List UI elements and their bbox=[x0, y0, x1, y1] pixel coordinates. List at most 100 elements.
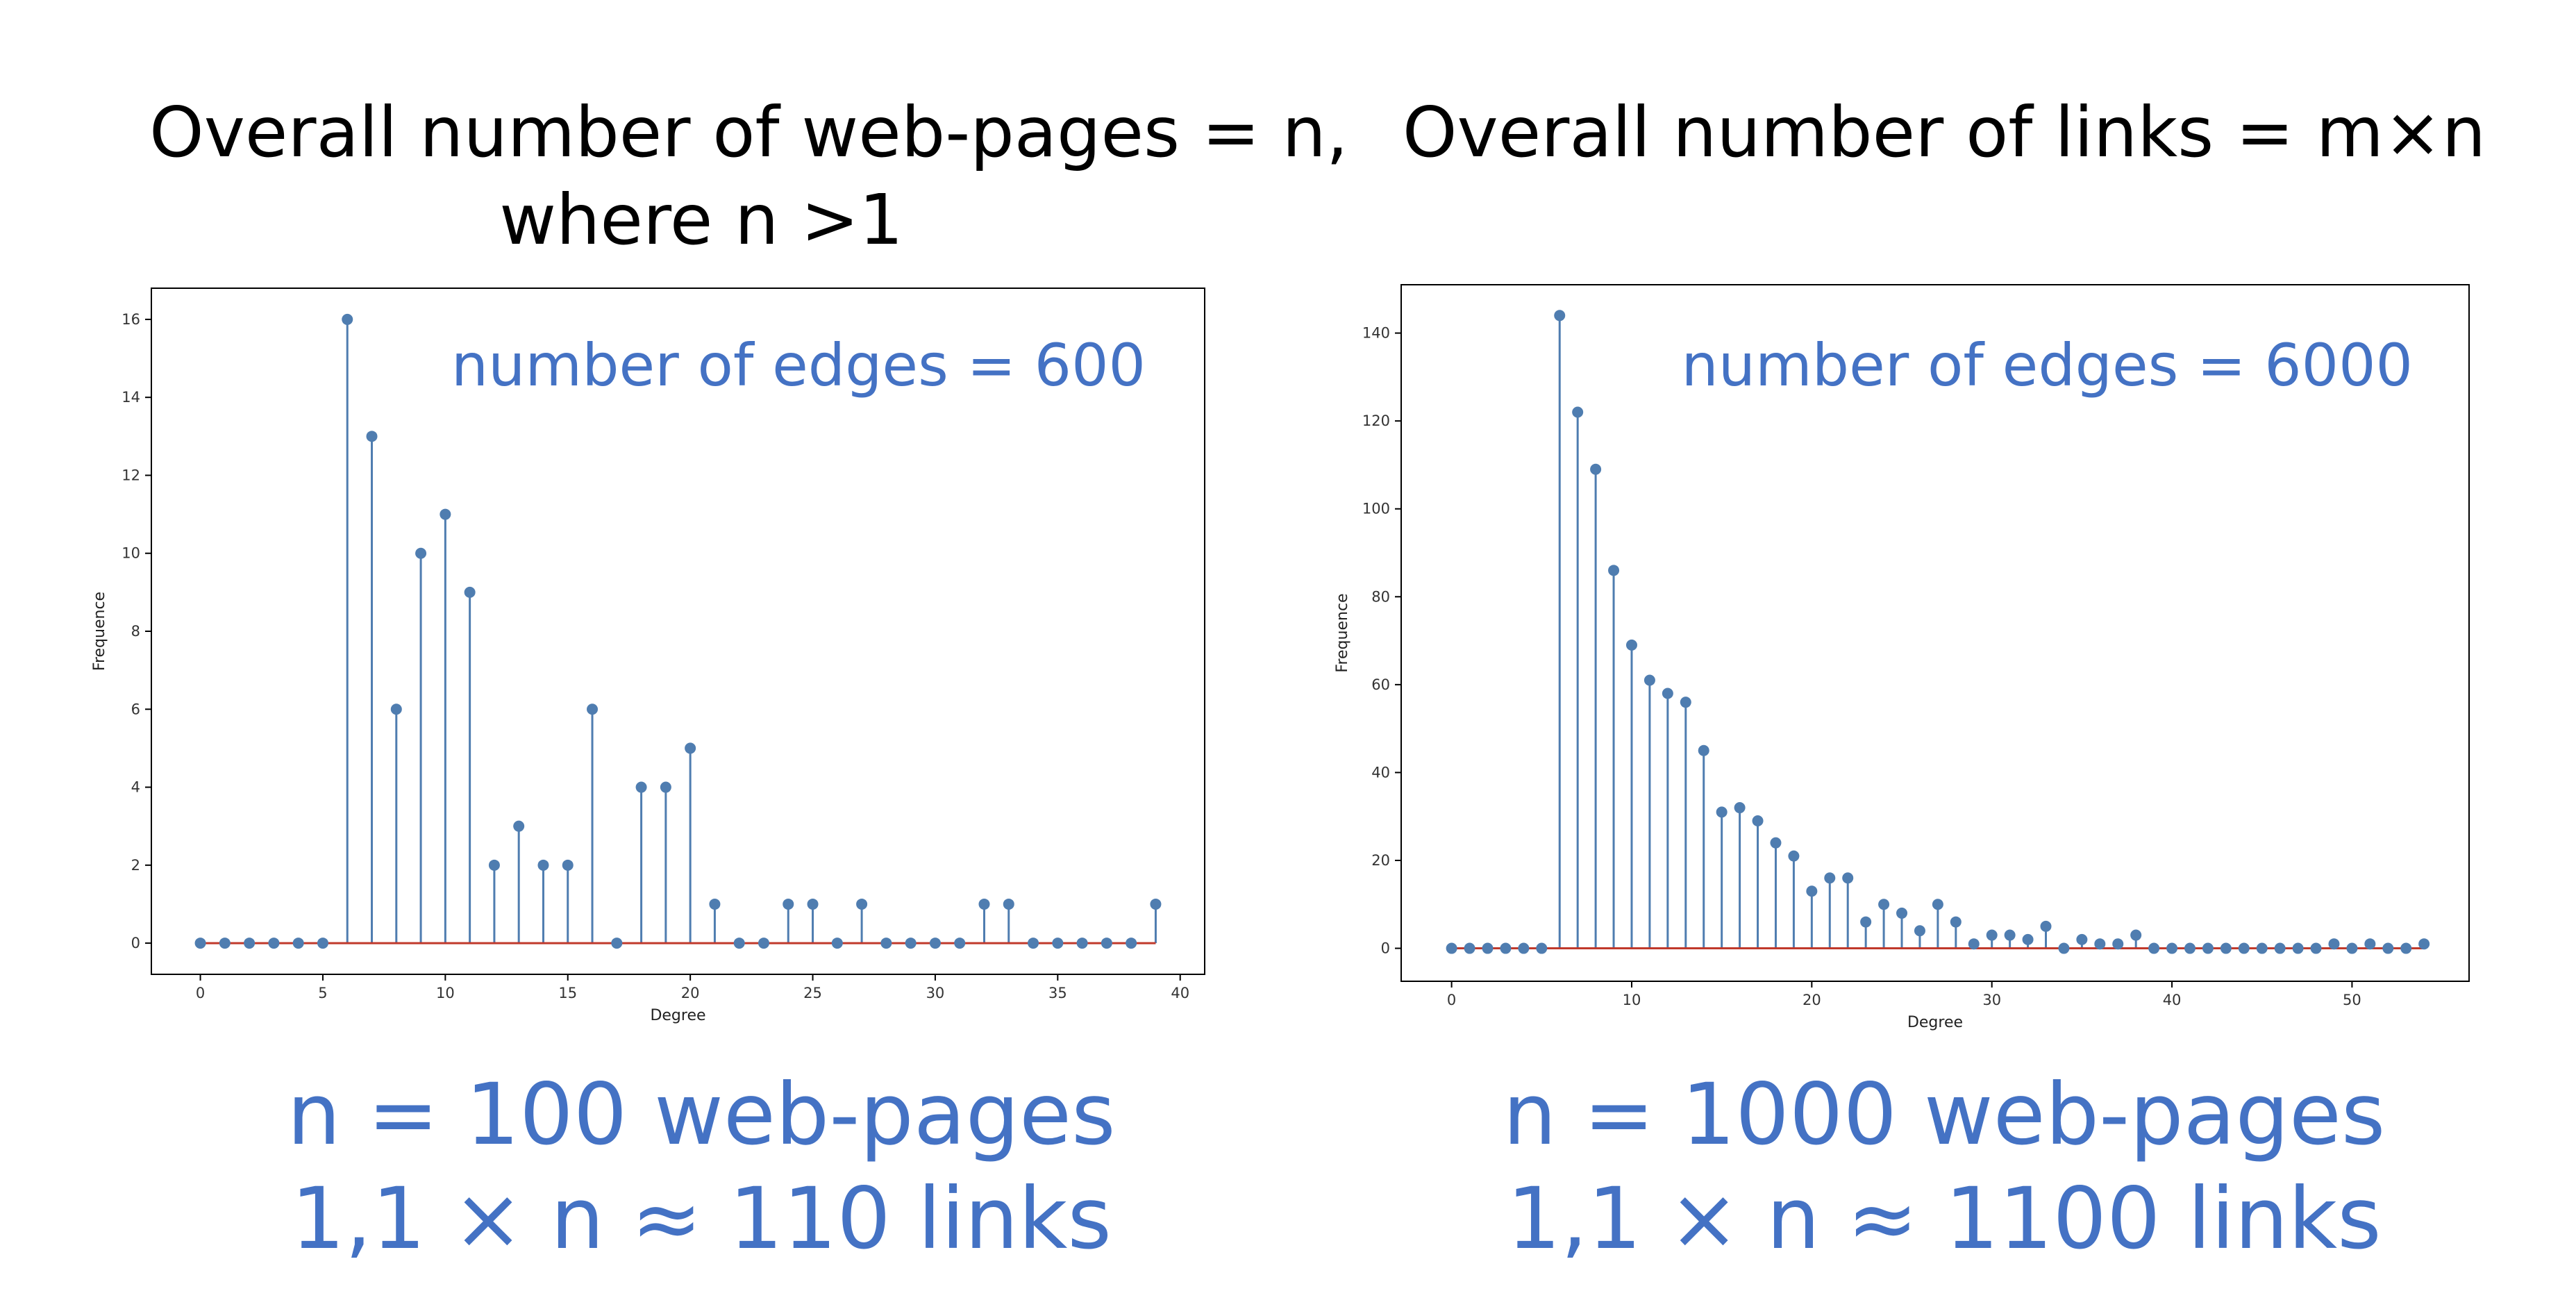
stem-marker bbox=[905, 938, 917, 949]
stem-marker bbox=[1608, 565, 1620, 576]
stem-marker bbox=[464, 586, 476, 598]
left-heading: Overall number of web-pages = n, where n… bbox=[149, 89, 1348, 264]
left-heading-line1: Overall number of web-pages = n, bbox=[149, 92, 1348, 173]
y-tick-label: 0 bbox=[1381, 940, 1390, 957]
stem-marker bbox=[1680, 697, 1691, 708]
stem-marker bbox=[1860, 916, 1872, 928]
stem-marker bbox=[2184, 942, 2196, 954]
stem-marker bbox=[856, 898, 868, 910]
stem-marker bbox=[2238, 942, 2250, 954]
x-tick-label: 20 bbox=[681, 985, 700, 1001]
stem-marker bbox=[1003, 898, 1014, 910]
x-axis-label: Degree bbox=[1907, 1014, 1963, 1031]
stem-marker bbox=[1644, 674, 1655, 686]
stem-marker bbox=[2382, 942, 2394, 954]
stem-marker bbox=[611, 938, 623, 949]
stem-marker bbox=[587, 703, 599, 715]
right-summary: n = 1000 web-pages 1,1 × n ≈ 1100 links bbox=[1375, 1063, 2514, 1271]
y-tick-label: 0 bbox=[131, 935, 140, 951]
x-tick-label: 20 bbox=[1803, 992, 1821, 1008]
stem-marker bbox=[1500, 942, 1512, 954]
y-tick-label: 120 bbox=[1362, 413, 1390, 429]
stem-marker bbox=[807, 898, 819, 910]
stem-marker bbox=[660, 781, 671, 793]
y-tick-label: 10 bbox=[122, 545, 140, 562]
stem-marker bbox=[1878, 899, 1890, 910]
stem-marker bbox=[1806, 885, 1818, 897]
stem-marker bbox=[733, 938, 745, 949]
x-tick-label: 10 bbox=[1623, 992, 1641, 1008]
stem-marker bbox=[1770, 837, 1782, 849]
stem-marker bbox=[2148, 942, 2160, 954]
edges-annotation: number of edges = 6000 bbox=[1681, 331, 2413, 399]
stem-marker bbox=[1842, 872, 1854, 884]
y-tick-label: 8 bbox=[131, 623, 140, 640]
stem-marker bbox=[783, 898, 794, 910]
stem-marker bbox=[390, 703, 402, 715]
stem-marker bbox=[2076, 933, 2088, 945]
stem-marker bbox=[1028, 938, 1039, 949]
stem-marker bbox=[758, 938, 769, 949]
left-heading-line2: where n >1 bbox=[499, 179, 903, 260]
x-tick-label: 5 bbox=[318, 985, 327, 1001]
left-summary: n = 100 web-pages 1,1 × n ≈ 110 links bbox=[149, 1063, 1253, 1271]
stem-marker bbox=[2418, 938, 2430, 950]
stem-marker bbox=[1126, 938, 1137, 949]
stem-marker bbox=[880, 938, 892, 949]
y-tick-label: 16 bbox=[122, 311, 140, 328]
stem-marker bbox=[513, 820, 525, 832]
stem-marker bbox=[1076, 938, 1088, 949]
right-summary-line2: 1,1 × n ≈ 1100 links bbox=[1507, 1169, 2382, 1268]
x-tick-label: 0 bbox=[196, 985, 205, 1001]
stem-marker bbox=[1698, 744, 1709, 756]
stem-marker bbox=[978, 898, 990, 910]
y-tick-label: 20 bbox=[1371, 852, 1390, 869]
stem-marker bbox=[1824, 872, 1836, 884]
stem-marker bbox=[831, 938, 843, 949]
x-tick-label: 35 bbox=[1048, 985, 1067, 1001]
y-tick-label: 6 bbox=[131, 701, 140, 717]
stem-marker bbox=[929, 938, 941, 949]
stem-marker bbox=[2022, 933, 2034, 945]
stem-marker bbox=[2400, 942, 2412, 954]
stem-marker bbox=[2310, 942, 2322, 954]
stem-marker bbox=[1896, 907, 1908, 919]
stem-marker bbox=[244, 938, 256, 949]
x-tick-label: 15 bbox=[558, 985, 577, 1001]
stem-marker bbox=[1536, 942, 1548, 954]
stem-marker bbox=[2328, 938, 2340, 950]
x-tick-label: 30 bbox=[1982, 992, 2001, 1008]
stem-marker bbox=[1662, 688, 1673, 699]
stem-marker bbox=[2346, 942, 2358, 954]
y-tick-label: 14 bbox=[122, 389, 140, 406]
x-tick-label: 30 bbox=[926, 985, 945, 1001]
stem-marker bbox=[1590, 463, 1602, 475]
y-tick-label: 4 bbox=[131, 779, 140, 796]
right-heading-line1: Overall number of links = m×n bbox=[1402, 92, 2486, 173]
stem-marker bbox=[2130, 929, 2142, 941]
stem-marker bbox=[342, 313, 353, 325]
stem-marker bbox=[2166, 942, 2178, 954]
stem-marker bbox=[2112, 938, 2124, 950]
stem-marker bbox=[635, 781, 647, 793]
stem-marker bbox=[488, 859, 500, 871]
y-tick-label: 100 bbox=[1362, 501, 1390, 517]
stem-marker bbox=[2094, 938, 2106, 950]
stem-marker bbox=[1968, 938, 1980, 950]
stem-marker bbox=[1716, 806, 1728, 818]
stem-marker bbox=[1932, 899, 1943, 910]
y-tick-label: 60 bbox=[1371, 676, 1390, 693]
x-axis-label: Degree bbox=[650, 1007, 705, 1024]
stem-marker bbox=[268, 938, 280, 949]
right-summary-line1: n = 1000 web-pages bbox=[1503, 1065, 2386, 1164]
stem-marker bbox=[685, 742, 696, 754]
x-tick-label: 10 bbox=[436, 985, 455, 1001]
x-tick-label: 25 bbox=[803, 985, 822, 1001]
right-heading: Overall number of links = m×n bbox=[1375, 89, 2514, 176]
stem-marker bbox=[2274, 942, 2286, 954]
x-tick-label: 40 bbox=[2163, 992, 2182, 1008]
left-summary-line1: n = 100 web-pages bbox=[287, 1065, 1116, 1164]
stem-marker bbox=[366, 431, 378, 442]
